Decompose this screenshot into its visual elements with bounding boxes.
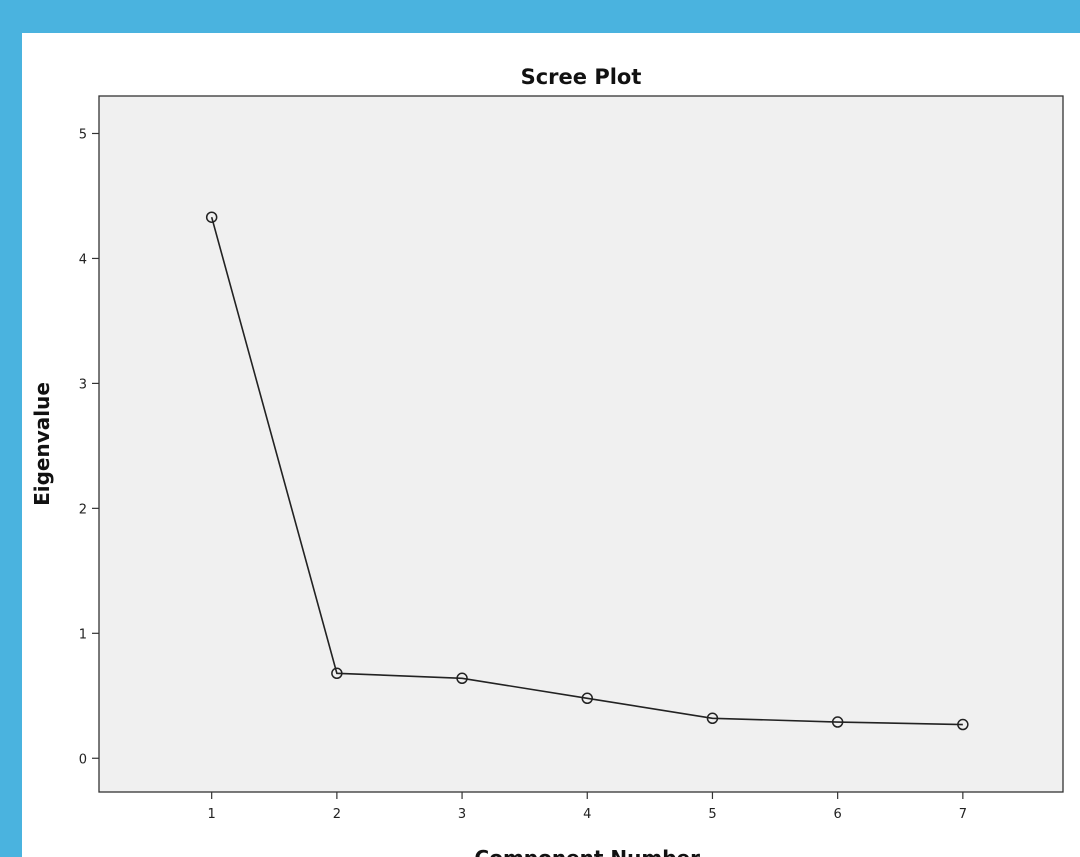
y-tick-label-2: 2: [79, 502, 87, 517]
series-line: [210, 216, 963, 726]
x-tick-label-6: 6: [834, 807, 842, 822]
y-tick-label-1: 1: [79, 627, 87, 642]
x-tick-label-7: 7: [959, 807, 967, 822]
data-point-4: [581, 692, 594, 705]
data-point-1: [205, 211, 218, 223]
x-tick-label-3: 3: [458, 807, 466, 822]
scree-plot-chart: 0 1 2 3 4 5 1 2 3 4 5 6 7 Scree Plot Eigenvalue Com…: [30, 65, 1064, 857]
y-axis: 0 1 2 3 4 5: [79, 127, 99, 767]
y-tick-label-5: 5: [79, 127, 87, 142]
x-tick-label-5: 5: [708, 807, 716, 822]
series-layer: [205, 211, 969, 731]
plot-area: [98, 95, 1064, 793]
data-point-5: [706, 712, 719, 725]
data-point-7: [957, 718, 969, 731]
data-point-3: [456, 672, 468, 685]
x-tick-label-4: 4: [583, 807, 591, 822]
data-point-2: [331, 667, 343, 680]
data-point-6: [831, 716, 844, 728]
x-tick-label-2: 2: [333, 807, 341, 822]
x-tick-label-1: 1: [208, 807, 216, 822]
chart-title: Scree Plot: [521, 65, 642, 89]
x-axis: 1 2 3 4 5 6 7: [208, 792, 967, 822]
y-axis-title: Eigenvalue: [30, 382, 54, 506]
y-tick-label-4: 4: [79, 252, 87, 267]
chart-panel: 0 1 2 3 4 5 1 2 3 4 5 6 7 Scree Plot Eigenvalue Com…: [22, 33, 1080, 857]
y-tick-label-3: 3: [79, 377, 87, 392]
y-tick-label-0: 0: [79, 752, 87, 767]
x-axis-title: Component Number: [475, 846, 701, 857]
